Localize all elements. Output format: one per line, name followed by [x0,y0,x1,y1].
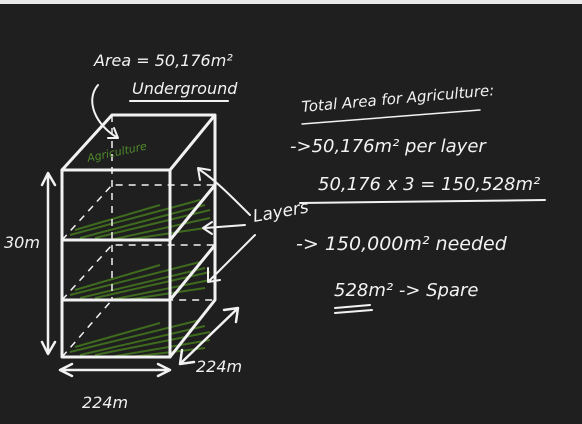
underground-label: Underground [132,79,238,98]
title-underline [301,109,481,125]
area-label: Area = 50,176m² [93,51,233,70]
arrows [40,84,546,378]
box [60,113,217,359]
note-line: -> 150,000m² needed [296,233,508,255]
note-line: 528m² -> Spare [334,280,478,301]
top-strip [0,0,582,4]
note-line: 50,176 x 3 = 150,528m² [318,174,540,195]
depth-label: 224m [196,357,242,376]
note-line: ->50,176m² per layer [290,136,487,157]
layer-shading [69,199,211,358]
height-label: 30m [4,233,40,252]
width-label: 224m [82,393,128,412]
